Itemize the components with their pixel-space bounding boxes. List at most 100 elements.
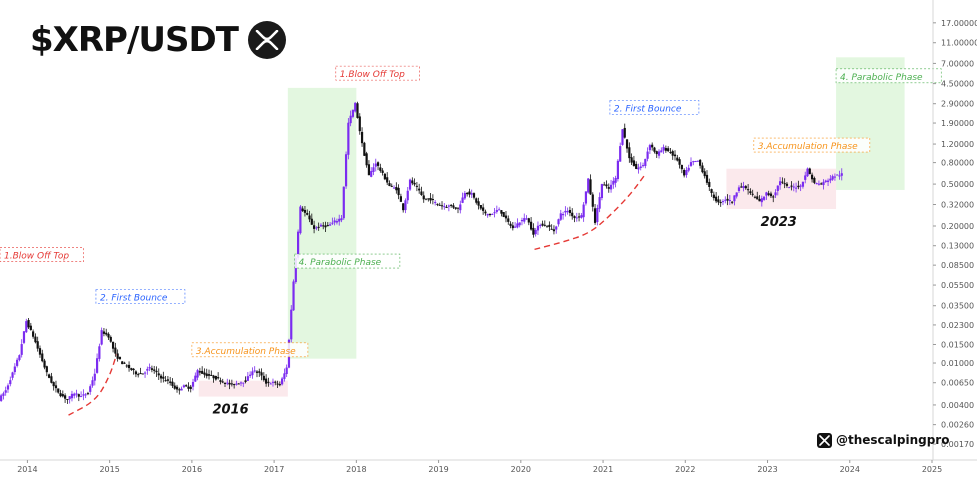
candle-body [603,184,606,186]
candle-body [303,209,307,213]
candle-body [251,371,254,376]
y-tick-label: 4.50000 [941,80,974,89]
annotation-box [95,289,186,304]
candle-body [326,225,329,227]
candle-body [564,210,567,213]
x-tick-label: 2024 [840,465,860,474]
candle-body [107,333,110,338]
y-tick-label: 0.00260 [941,421,974,430]
candle-body [715,196,718,202]
candle-body [466,192,469,195]
candle-body [641,165,645,167]
candle-body [806,168,809,177]
candle-body [237,383,240,385]
candle-body [452,205,455,208]
candle-body [463,193,466,199]
candle-body [265,378,268,384]
candle-body [710,189,713,194]
candle-body [744,186,747,189]
candle-body [824,180,827,182]
y-tick-label: 0.13000 [941,242,974,251]
candle-body [86,393,90,395]
candle-body [146,368,149,371]
candle-body [319,224,323,227]
y-tick-label: 0.32000 [941,201,974,210]
candle-body [801,181,805,187]
candle-body [491,213,494,215]
candle-body [735,192,738,197]
candle-body [397,187,400,196]
candle-body [299,206,302,234]
candle-body [185,385,188,387]
candle-body [436,203,439,205]
candle-body [753,196,757,198]
candle-body [308,215,311,220]
annotation-box [191,342,309,358]
candle-body [61,394,64,397]
x-tick-label: 2019 [428,465,448,474]
candle-body [593,208,597,223]
candle-body [297,231,300,258]
candle-body [111,341,115,349]
candle-body [244,380,247,382]
candle-body [75,393,78,395]
x-tick-label: 2016 [182,465,202,474]
candle-body [749,191,752,194]
candle-body [523,218,526,222]
candle-body [317,226,320,228]
candle-body [763,196,766,200]
candle-body [340,218,343,221]
candle-body [737,187,741,191]
candle-body [173,385,176,389]
candle-body [29,325,32,330]
candle-body [470,193,473,195]
candle-body [705,174,709,183]
candle-body [511,225,514,229]
candle-body [372,167,375,172]
candle-body [48,374,51,378]
candle-body [217,377,220,379]
candle-body [59,393,62,397]
candle-body [591,194,594,207]
candle-body [434,202,437,204]
candle-body [285,367,288,375]
candle-body [45,366,48,373]
candle-body [221,381,224,383]
candle-body [164,380,167,382]
candle-body [242,382,245,384]
candle-body [696,160,699,162]
candle-body [66,399,69,401]
candle-body [447,205,450,207]
candle-body [475,198,478,203]
x-axis: 2014 2015 2016 2017 2018 2019 2020 2021 2022 2023… [0,459,977,474]
x-tick-label: 2025 [922,465,942,474]
candle-body [226,382,229,384]
candle-body [198,371,201,373]
candle-body [438,204,441,206]
candle-body [664,148,667,151]
x-tick-label: 2017 [264,465,284,474]
candle-body [580,215,583,218]
candle-body [568,210,572,213]
annotation-box [335,65,420,81]
candle-body [91,380,94,386]
box-parabolic-2017 [287,87,357,359]
candle-body [306,213,309,215]
candle-body [342,186,345,219]
candle-body [450,204,453,206]
y-tick-label: 0.00170 [941,440,974,449]
candle-body [680,164,683,170]
y-tick-label: 0.08500 [941,261,974,270]
candle-body [657,151,661,156]
candle-body [790,185,793,187]
candle-body [171,381,174,386]
year-label: 2016 [212,403,248,418]
candle-body [518,222,521,226]
candle-body [79,396,83,398]
candle-body [817,183,821,185]
candle-body [804,175,807,180]
candle-body [2,393,5,396]
box-accumulation-2016 [198,380,288,397]
candle-body [331,222,334,224]
candle-body [712,194,715,199]
